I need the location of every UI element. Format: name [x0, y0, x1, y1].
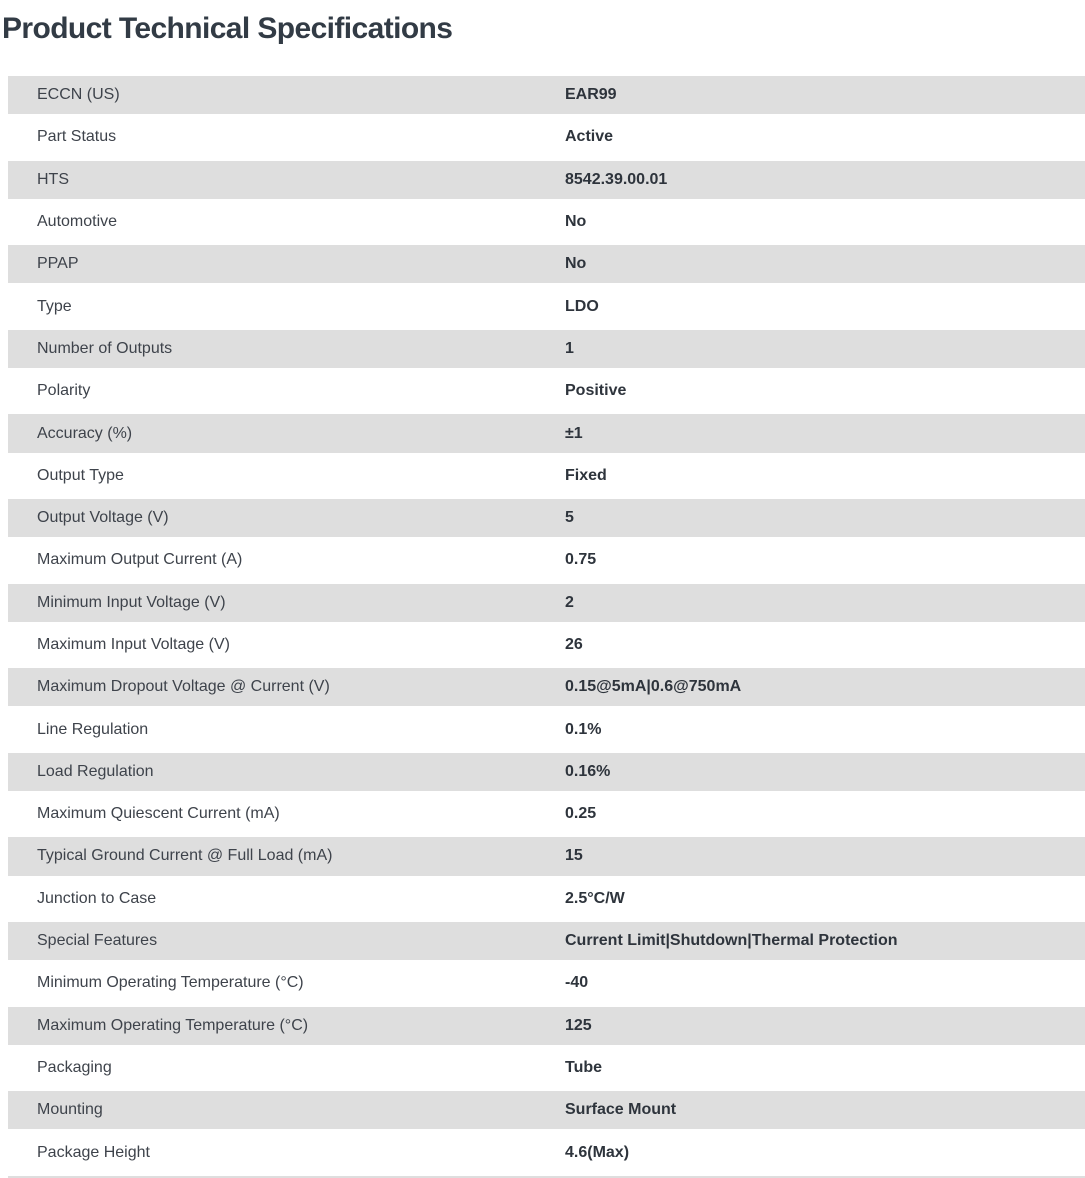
spec-label: Output Type	[37, 466, 124, 484]
page-title: Product Technical Specifications	[2, 12, 453, 45]
spec-row: Minimum Input Voltage (V) 2	[8, 581, 1085, 624]
spec-value: Surface Mount	[565, 1101, 677, 1119]
spec-label: Number of Outputs	[37, 339, 173, 357]
spec-row: Type LDO	[8, 285, 1085, 328]
spec-label: Minimum Operating Temperature (°C)	[37, 974, 304, 992]
spec-value: 15	[565, 847, 583, 865]
spec-label: Part Status	[37, 128, 117, 146]
spec-value: -40	[565, 974, 589, 992]
spec-value: Active	[565, 128, 614, 146]
spec-row: PPAP No	[8, 243, 1085, 286]
spec-label: Maximum Quiescent Current (mA)	[37, 805, 280, 823]
spec-value: 0.1%	[565, 720, 602, 738]
spec-row: Package Height 4.6(Max)	[8, 1131, 1085, 1174]
spec-value: 0.75	[565, 551, 597, 569]
spec-value: 0.25	[565, 805, 597, 823]
spec-row: Mounting Surface Mount	[8, 1089, 1085, 1132]
spec-row: Packaging Tube	[8, 1046, 1085, 1090]
spec-label: Typical Ground Current @ Full Load (mA)	[37, 847, 333, 865]
spec-value: 1	[565, 339, 574, 357]
spec-row: Junction to Case 2.5°C/W	[8, 877, 1085, 920]
spec-value: 125	[565, 1016, 592, 1034]
spec-row: Automotive No	[8, 200, 1085, 244]
spec-row: Maximum Dropout Voltage @ Current (V) 0.…	[8, 666, 1085, 709]
spec-row: Typical Ground Current @ Full Load (mA) …	[8, 835, 1085, 878]
spec-label: PPAP	[37, 255, 79, 273]
spec-value: 8542.39.00.01	[565, 170, 668, 188]
spec-value: 0.15@5mA|0.6@750mA	[565, 678, 742, 696]
spec-row: Line Regulation 0.1%	[8, 708, 1085, 751]
spec-label: Line Regulation	[37, 720, 149, 738]
spec-value: Positive	[565, 382, 627, 400]
spec-row: Maximum Input Voltage (V) 26	[8, 623, 1085, 667]
spec-row: Maximum Operating Temperature (°C) 125	[8, 1004, 1085, 1047]
spec-label: Polarity	[37, 382, 91, 400]
spec-label: Automotive	[37, 213, 118, 231]
spec-value: Tube	[565, 1058, 603, 1076]
spec-label: Maximum Input Voltage (V)	[37, 636, 230, 653]
spec-label: Junction to Case	[37, 889, 157, 907]
spec-label: Maximum Dropout Voltage @ Current (V)	[37, 678, 330, 696]
spec-value: ±1	[565, 424, 583, 442]
spec-label: Type	[37, 297, 72, 315]
spec-row: Minimum Operating Temperature (°C) -40	[8, 962, 1085, 1005]
spec-value: EAR99	[565, 86, 617, 104]
spec-value: 4.6(Max)	[565, 1143, 630, 1161]
spec-row: Maximum Quiescent Current (mA) 0.25	[8, 793, 1085, 836]
spec-value: 2	[565, 593, 574, 611]
spec-row: Number of Outputs 1	[8, 327, 1085, 371]
spec-value: No	[565, 255, 587, 273]
spec-label: Maximum Operating Temperature (°C)	[37, 1016, 309, 1034]
spec-label: Load Regulation	[37, 762, 154, 780]
spec-row: Load Regulation 0.16%	[8, 750, 1085, 794]
spec-label: ECCN (US)	[37, 86, 120, 104]
spec-label: Accuracy (%)	[37, 424, 133, 442]
spec-row: Special Features Current Limit|Shutdown|…	[8, 919, 1085, 963]
spec-row: ECCN (US) EAR99	[8, 74, 1085, 117]
spec-row: HTS 8542.39.00.01	[8, 158, 1085, 201]
spec-label: Output Voltage (V)	[37, 509, 169, 527]
spec-label: HTS	[37, 170, 69, 188]
specs-table: ECCN (US) EAR99 Part Status Active HTS 8…	[0, 74, 1085, 1178]
spec-value: 2.5°C/W	[565, 889, 625, 907]
spec-row: Output Voltage (V) 5	[8, 496, 1085, 540]
spec-row: Output Type Fixed	[8, 454, 1085, 497]
spec-value: 5	[565, 509, 574, 527]
spec-row	[8, 1173, 1085, 1178]
spec-label: Package Height	[37, 1143, 150, 1161]
spec-value: Current Limit|Shutdown|Thermal Protectio…	[565, 932, 898, 950]
spec-value: 0.16%	[565, 762, 611, 780]
spec-label: Mounting	[37, 1101, 103, 1119]
spec-label: Minimum Input Voltage (V)	[37, 593, 226, 611]
spec-row: Polarity Positive	[8, 370, 1085, 413]
spec-value: LDO	[565, 297, 599, 315]
spec-row: Part Status Active	[8, 116, 1085, 159]
spec-value: 26	[565, 636, 583, 653]
spec-value: No	[565, 213, 587, 231]
spec-label: Maximum Output Current (A)	[37, 551, 243, 569]
spec-row: Accuracy (%) ±1	[8, 412, 1085, 455]
spec-label: Special Features	[37, 932, 158, 950]
spec-label: Packaging	[37, 1058, 112, 1076]
spec-row: Maximum Output Current (A) 0.75	[8, 539, 1085, 582]
spec-value: Fixed	[565, 466, 607, 484]
